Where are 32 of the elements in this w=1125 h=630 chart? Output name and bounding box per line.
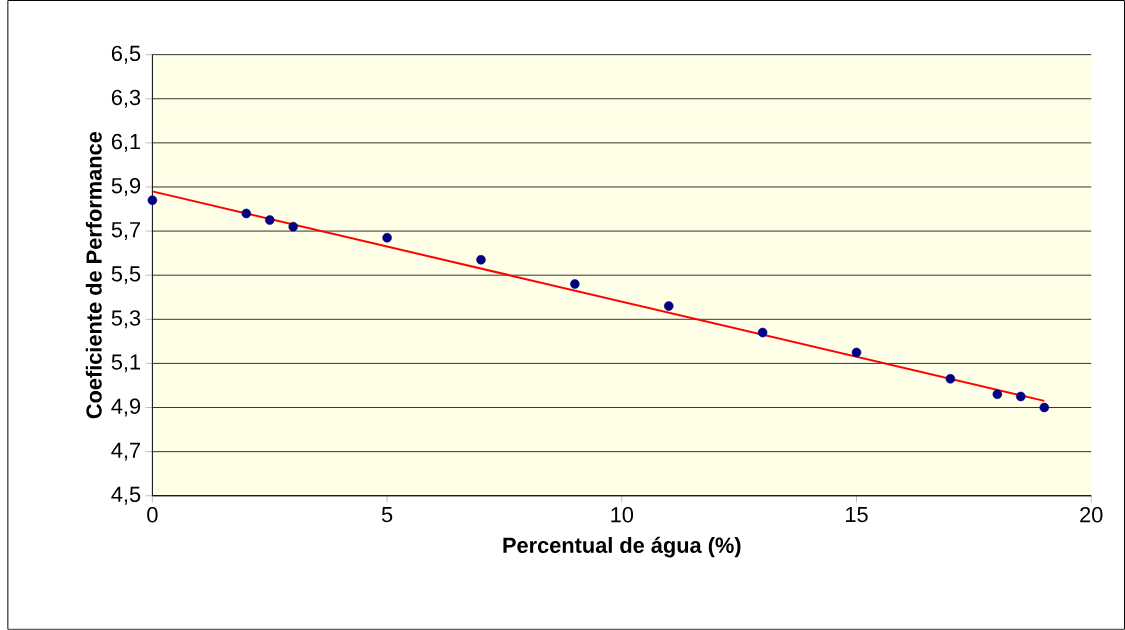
x-tick-label: 20 bbox=[1080, 507, 1103, 523]
y-tick-label: 6,5 bbox=[111, 45, 141, 64]
point bbox=[382, 233, 392, 243]
y-tick-label: 6,3 bbox=[111, 89, 141, 108]
point bbox=[241, 208, 252, 219]
y-tick-label: 5,7 bbox=[111, 222, 140, 241]
point bbox=[945, 374, 956, 384]
y-tick-label: 5,9 bbox=[111, 178, 141, 197]
y-tick-label: 4,7 bbox=[111, 442, 140, 461]
y-axis-title: Coeficiente de Performance bbox=[85, 132, 102, 419]
y-tick-label: 6,1 bbox=[111, 133, 141, 152]
y-tick-label: 4,9 bbox=[111, 398, 141, 417]
y-tick-label: 5,1 bbox=[111, 354, 141, 373]
point bbox=[264, 215, 275, 225]
y-tick-label: 4,5 bbox=[111, 486, 141, 505]
point bbox=[851, 347, 862, 358]
point bbox=[147, 195, 158, 206]
y-tick-label: 5,3 bbox=[111, 310, 141, 329]
point bbox=[992, 389, 1003, 400]
point bbox=[570, 279, 580, 289]
x-tick-label: 0 bbox=[147, 507, 158, 523]
x-axis-title: Percentual de água (%) bbox=[503, 536, 741, 558]
point bbox=[476, 255, 486, 265]
x-tick-label: 10 bbox=[611, 507, 634, 523]
x-tick-label: 5 bbox=[381, 507, 393, 523]
x-tick-label: 15 bbox=[846, 507, 868, 523]
point bbox=[1016, 391, 1026, 402]
point bbox=[757, 327, 768, 338]
point bbox=[288, 221, 298, 232]
point bbox=[1039, 402, 1050, 413]
point bbox=[663, 301, 674, 311]
y-tick-label: 5,5 bbox=[111, 266, 141, 285]
